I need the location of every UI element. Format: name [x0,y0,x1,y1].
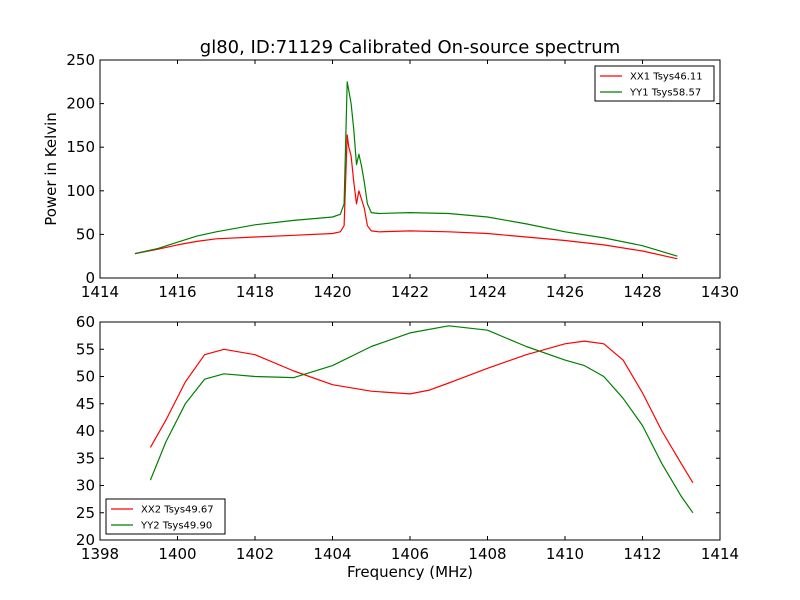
series-line-1 [134,134,678,260]
legend-label: XX1 Tsys46.11 [630,72,703,83]
y-tick-label: 250 [66,51,95,69]
series-line-1 [149,340,694,484]
legend-box [105,498,226,535]
x-tick-label: 1406 [391,545,429,563]
x-tick-label: 1418 [236,283,274,301]
series-line-2 [149,325,694,514]
y-tick-label: 40 [76,422,95,440]
chart-title: gl80, ID:71129 Calibrated On-source spec… [200,37,620,58]
x-tick-label: 1400 [158,545,196,563]
x-tick-label: 1402 [236,545,274,563]
x-tick-label: 1414 [701,545,739,563]
x-tick-label: 1416 [158,283,196,301]
y-tick-label: 200 [66,95,95,113]
y-tick-label: 150 [66,138,95,156]
top-panel: 1414 1416 1418 1420 1422 1424 1426 1428 1430 0 50 1… [42,51,739,301]
x-tick-label: 1414 [81,283,119,301]
y-tick-label: 100 [66,182,95,200]
legend-label: XX2 Tsys49.67 [141,505,214,516]
y-tick-label: 55 [76,340,95,358]
y-tick-label: 60 [76,313,95,331]
x-tick-label: 1426 [546,283,584,301]
x-axis-label: Frequency (MHz) [347,563,473,581]
x-tick-label: 1424 [468,283,506,301]
y-tick-label: 50 [76,368,95,386]
y-tick-label: 25 [76,504,95,522]
x-tick-label: 1404 [313,545,351,563]
x-tick-label: 1420 [313,283,351,301]
y-tick-label: 45 [76,395,95,413]
y-tick-label: 50 [76,225,95,243]
bottom-panel: 1398 1400 1402 1404 1406 1408 1410 1412 1414 20 25… [76,313,739,581]
legend-label: YY2 Tsys49.90 [140,521,212,532]
x-tick-label: 1422 [391,283,429,301]
x-tick-label: 1430 [701,283,739,301]
legend-label: YY1 Tsys58.57 [629,88,701,99]
y-axis-label: Power in Kelvin [42,112,60,226]
series-line-2 [134,81,678,257]
x-tick-label: 1428 [623,283,661,301]
y-tick-label: 20 [76,531,95,549]
y-tick-label: 35 [76,449,95,467]
x-tick-label: 1412 [623,545,661,563]
x-tick-label: 1410 [546,545,584,563]
legend-box [594,65,715,102]
y-tick-label: 30 [76,477,95,495]
y-tick-label: 0 [85,269,95,287]
x-tick-label: 1408 [468,545,506,563]
x-tick-label: 1398 [81,545,119,563]
